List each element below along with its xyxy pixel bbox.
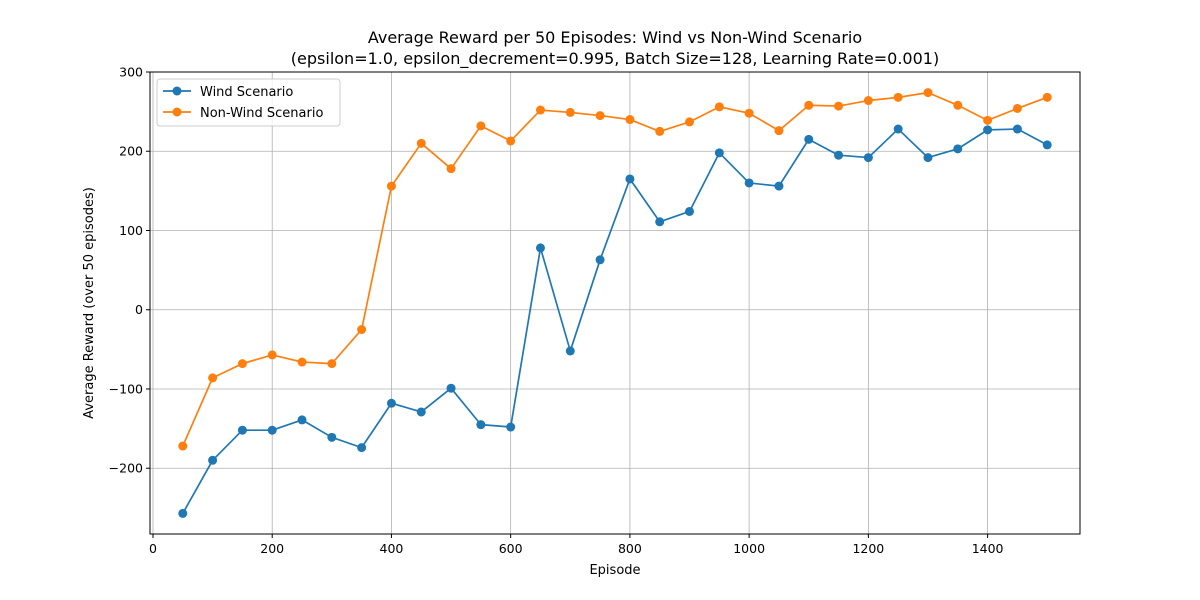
data-point [983, 115, 993, 125]
legend-box [156, 78, 341, 127]
y-axis-label: Average Reward (over 50 episodes) [82, 187, 97, 419]
legend-label-nonwind: Non-Wind Scenario [200, 106, 323, 121]
data-point [386, 181, 396, 191]
data-point [774, 126, 784, 136]
x-tick-label: 600 [499, 541, 523, 556]
data-point [357, 325, 367, 335]
data-point [446, 383, 456, 393]
y-tick-label: −200 [109, 461, 143, 476]
data-point [237, 359, 247, 369]
chart-title: Average Reward per 50 Episodes: Wind vs … [368, 28, 862, 47]
axis-ticks: 0 200 400 600 800 1000 1200 1400 −200 −100 0 100 200… [109, 65, 1004, 557]
data-point [863, 96, 873, 106]
data-point [655, 217, 665, 227]
data-point [267, 350, 277, 360]
y-tick-label: −100 [109, 381, 143, 396]
data-point [804, 134, 814, 144]
data-point [297, 357, 307, 367]
y-tick-label: 0 [135, 302, 143, 317]
y-tick-label: 300 [119, 65, 143, 80]
data-point [476, 121, 486, 131]
data-point [297, 415, 307, 425]
legend-marker-nonwind [172, 107, 182, 117]
data-point [1042, 92, 1052, 102]
x-tick-label: 400 [380, 541, 404, 556]
x-tick-label: 1000 [733, 541, 765, 556]
x-tick-label: 200 [260, 541, 284, 556]
x-tick-label: 1400 [972, 541, 1004, 556]
data-point [1012, 103, 1022, 113]
data-point [476, 420, 486, 430]
data-point [208, 455, 218, 465]
data-point [714, 102, 724, 112]
data-point [565, 107, 575, 117]
data-point [386, 398, 396, 408]
x-tick-label: 1200 [852, 541, 884, 556]
data-point [416, 407, 426, 417]
x-tick-label: 800 [618, 541, 642, 556]
data-point [983, 125, 993, 135]
data-point [267, 425, 277, 435]
data-point [357, 443, 367, 453]
data-point [535, 243, 545, 253]
data-point [178, 441, 188, 451]
data-point [625, 174, 635, 184]
data-point [446, 164, 456, 174]
data-point [1012, 124, 1022, 134]
x-axis-label: Episode [589, 563, 640, 578]
data-point [655, 126, 665, 136]
data-point [565, 346, 575, 356]
y-tick-label: 100 [119, 223, 143, 238]
data-point [834, 101, 844, 111]
data-point [834, 150, 844, 160]
data-point [923, 153, 933, 163]
data-point [506, 136, 516, 146]
series-wind [178, 124, 1052, 518]
data-point [625, 115, 635, 125]
data-point [893, 124, 903, 134]
data-point [744, 108, 754, 118]
series-line [182, 128, 1048, 514]
series-non-wind [178, 88, 1052, 451]
data-point [535, 105, 545, 115]
data-point [953, 100, 963, 110]
data-point [208, 373, 218, 383]
series-group [178, 88, 1052, 518]
data-point [506, 422, 516, 432]
plot-frame [149, 71, 1081, 535]
data-point [327, 432, 337, 442]
data-point [595, 255, 605, 265]
data-point [685, 206, 695, 216]
data-point [595, 111, 605, 121]
data-point [178, 508, 188, 518]
data-point [327, 359, 337, 369]
data-point [953, 144, 963, 154]
data-point [685, 117, 695, 127]
grid [150, 71, 1080, 534]
y-tick-label: 200 [119, 144, 143, 159]
data-point [923, 88, 933, 98]
x-tick-label: 0 [149, 541, 157, 556]
legend-label-wind: Wind Scenario [200, 85, 293, 100]
chart-subtitle: (epsilon=1.0, epsilon_decrement=0.995, B… [291, 49, 939, 69]
data-point [774, 181, 784, 191]
legend: Wind Scenario Non-Wind Scenario [156, 78, 341, 127]
data-point [863, 153, 873, 163]
data-point [893, 92, 903, 102]
data-point [714, 148, 724, 158]
legend-marker-wind [172, 86, 182, 96]
data-point [237, 425, 247, 435]
data-point [416, 138, 426, 148]
data-point [1042, 140, 1052, 150]
data-point [744, 178, 754, 188]
series-line [182, 91, 1048, 447]
data-point [804, 100, 814, 110]
